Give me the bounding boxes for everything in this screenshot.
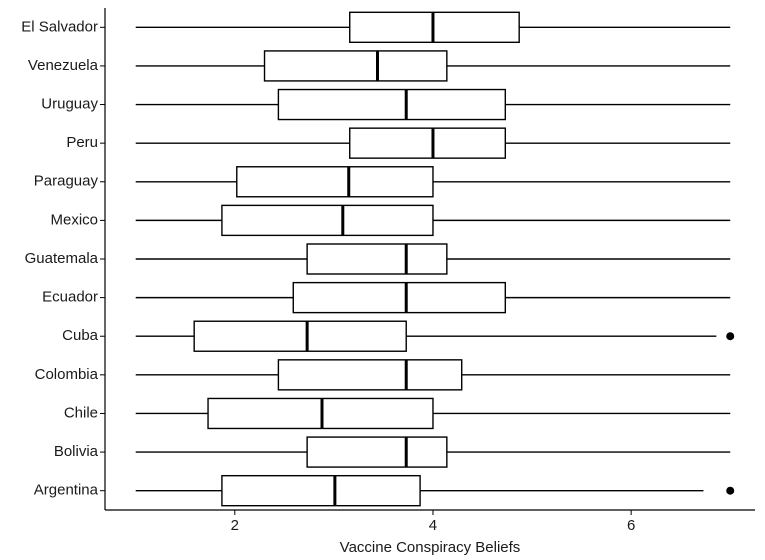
box [263, 50, 448, 82]
x-tick-label: 2 [231, 517, 239, 534]
box [306, 436, 448, 468]
box [277, 88, 507, 121]
y-tick-label: Guatemala [25, 250, 99, 267]
box [221, 204, 434, 237]
box [292, 281, 507, 314]
outlier [726, 486, 735, 495]
y-tick-label: Argentina [34, 482, 99, 499]
y-tick-label: Venezuela [28, 57, 99, 74]
y-tick-label: Colombia [35, 366, 99, 383]
box [306, 243, 448, 275]
box [193, 320, 407, 352]
x-axis-title: Vaccine Conspiracy Beliefs [340, 539, 521, 556]
y-tick-label: Mexico [50, 211, 98, 228]
y-tick-label: El Salvador [21, 18, 98, 35]
box [221, 474, 421, 507]
y-tick-label: Peru [66, 134, 98, 151]
x-tick-label: 4 [429, 517, 437, 534]
box [277, 359, 463, 391]
y-tick-label: Uruguay [41, 96, 98, 113]
y-tick-label: Bolivia [54, 443, 99, 460]
outlier [726, 332, 735, 341]
box [349, 127, 507, 159]
x-tick-label: 6 [627, 517, 635, 534]
y-tick-label: Ecuador [42, 289, 98, 306]
y-tick-label: Chile [64, 404, 98, 421]
y-tick-label: Paraguay [34, 173, 99, 190]
y-tick-label: Cuba [62, 327, 99, 344]
box [236, 166, 434, 198]
